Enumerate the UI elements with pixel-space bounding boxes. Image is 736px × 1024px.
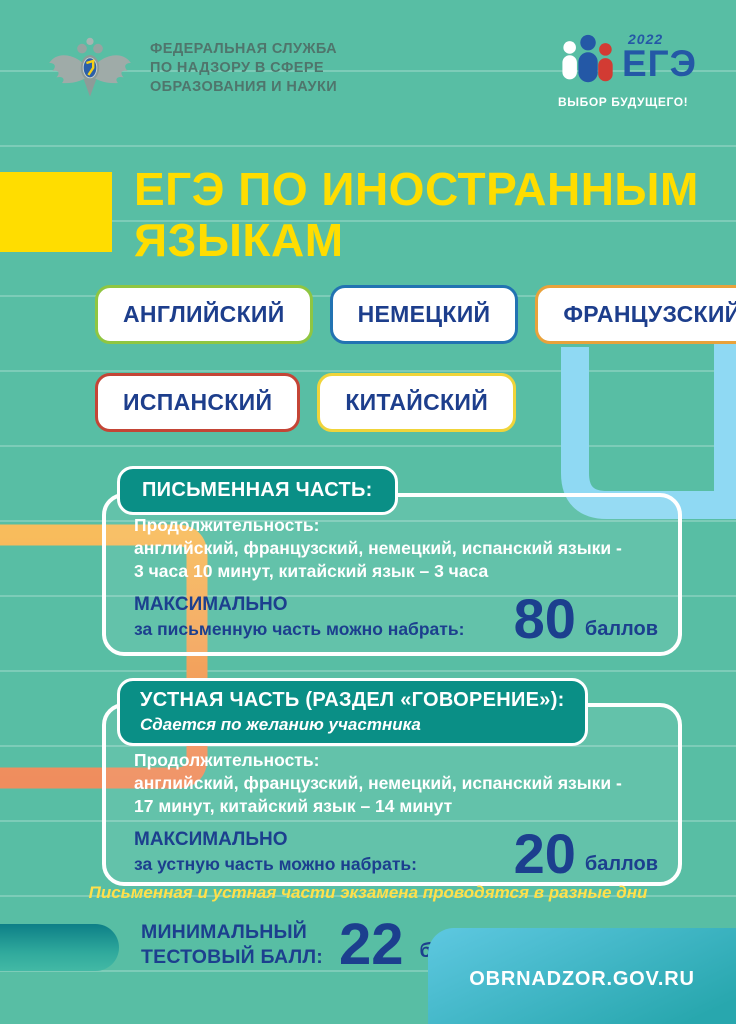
metro-line-blue-loop [561, 347, 736, 519]
page-title-line-2: ЯЗЫКАМ [134, 214, 344, 266]
oral-max-sublabel: за устную часть можно набрать: [134, 854, 417, 874]
oral-section-badge: УСТНАЯ ЧАСТЬ (РАЗДЕЛ «ГОВОРЕНИЕ»): Сдает… [117, 678, 588, 746]
ege-logo: 2022 ЕГЭ ВЫБОР БУДУЩЕГО! [558, 32, 718, 109]
agency-name-line: ОБРАЗОВАНИЯ И НАУКИ [150, 79, 338, 95]
language-pill-english: АНГЛИЙСКИЙ [95, 285, 313, 344]
oral-badge-title: УСТНАЯ ЧАСТЬ (РАЗДЕЛ «ГОВОРЕНИЕ»): [140, 689, 565, 711]
page-title: ЕГЭ ПО ИНОСТРАННЫМ ЯЗЫКАМ [134, 164, 699, 266]
written-duration-heading: Продолжительность: [134, 515, 320, 535]
min-score-label-line: ТЕСТОВЫЙ БАЛЛ: [141, 946, 323, 968]
agency-name: ФЕДЕРАЛЬНАЯ СЛУЖБА ПО НАДЗОРУ В СФЕРЕ ОБ… [150, 40, 337, 97]
written-max-sublabel: за письменную часть можно набрать: [134, 619, 465, 639]
language-pill-spanish: ИСПАНСКИЙ [95, 373, 301, 432]
language-pill-chinese: КИТАЙСКИЙ [317, 373, 517, 432]
language-pills: АНГЛИЙСКИЙ НЕМЕЦКИЙ ФРАНЦУЗСКИЙ ИСПАНСКИ… [95, 285, 736, 432]
page-title-line-1: ЕГЭ ПО ИНОСТРАННЫМ [134, 163, 699, 215]
ege-year: 2022 [628, 31, 664, 47]
oral-max-score-unit: баллов [584, 853, 658, 875]
ege-wordmark: ЕГЭ [622, 43, 697, 84]
written-duration-line: английский, французский, немецкий, испан… [134, 538, 622, 558]
oral-duration-heading: Продолжительность: [134, 750, 320, 770]
metro-line-orange [0, 524, 208, 789]
ege-slogan: ВЫБОР БУДУЩЕГО! [558, 95, 689, 109]
rosobrnadzor-emblem-icon [49, 37, 131, 97]
min-score-value: 22 [338, 912, 404, 977]
oral-section-content: Продолжительность: английский, французск… [134, 749, 658, 885]
website-url: OBRNADZOR.GOV.RU [469, 968, 695, 990]
oral-duration-line: английский, французский, немецкий, испан… [134, 773, 622, 793]
ege-people-icon [562, 34, 613, 83]
obrnadzor-website-card: OBRNADZOR.GOV.RU [428, 928, 736, 1024]
written-duration-line: 3 часа 10 минут, китайский язык – 3 часа [134, 561, 489, 581]
exam-days-note: Письменная и устная части экзамена прово… [88, 883, 648, 902]
written-section-badge: ПИСЬМЕННАЯ ЧАСТЬ: [117, 466, 398, 515]
title-accent-block [0, 172, 112, 252]
agency-name-line: ФЕДЕРАЛЬНАЯ СЛУЖБА [150, 41, 338, 57]
min-score-label-line: МИНИМАЛЬНЫЙ [141, 921, 308, 943]
oral-badge-note: Сдается по желанию участника [140, 715, 421, 734]
written-max-label: МАКСИМАЛЬНО [134, 594, 288, 615]
min-score-pill-decoration [0, 924, 119, 971]
written-section-content: Продолжительность: английский, французск… [134, 514, 658, 650]
language-pill-german: НЕМЕЦКИЙ [329, 285, 519, 344]
language-pill-french: ФРАНЦУЗСКИЙ [535, 285, 736, 344]
written-max-score-unit: баллов [584, 618, 658, 640]
oral-max-score-value: 20 [513, 822, 576, 885]
agency-name-line: ПО НАДЗОРУ В СФЕРЕ [150, 60, 324, 76]
oral-max-label: МАКСИМАЛЬНО [134, 829, 288, 850]
written-max-score-value: 80 [513, 587, 576, 650]
oral-duration-line: 17 минут, китайский язык – 14 минут [134, 796, 453, 816]
